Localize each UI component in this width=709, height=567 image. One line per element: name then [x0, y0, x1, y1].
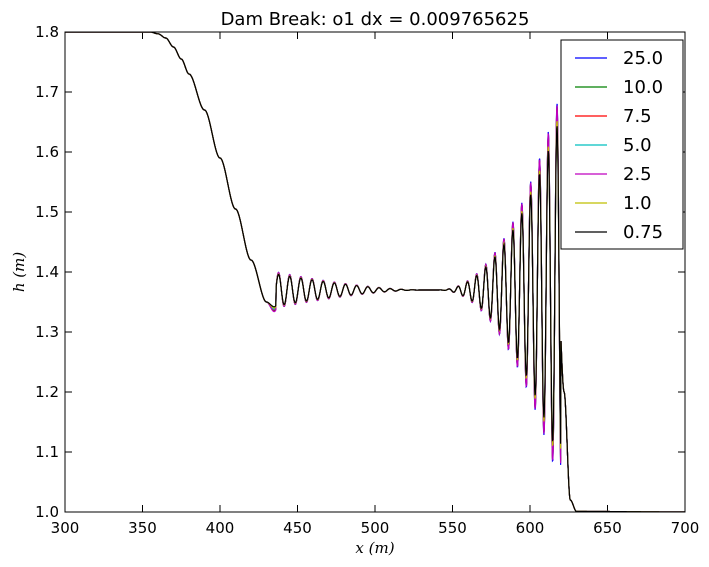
y-tick-label: 1.8 — [35, 23, 59, 41]
series-line — [65, 32, 685, 512]
legend-label: 7.5 — [623, 106, 652, 127]
plot-frame — [64, 31, 686, 513]
y-tick-label: 1.6 — [35, 143, 59, 161]
x-tick-label: 700 — [671, 519, 700, 537]
y-tick-label: 1.5 — [35, 203, 59, 221]
legend-label: 25.0 — [623, 48, 663, 69]
x-tick-label: 500 — [361, 519, 390, 537]
legend-label: 5.0 — [623, 135, 652, 156]
y-tick-label: 1.1 — [35, 443, 59, 461]
x-axis-label: x (m) — [355, 539, 394, 557]
y-tick-label: 1.2 — [35, 383, 59, 401]
y-tick-label: 1.0 — [35, 503, 59, 521]
y-tick-label: 1.3 — [35, 323, 59, 341]
legend-label: 0.75 — [623, 222, 663, 243]
legend: 25.0 10.0 7.5 5.0 2.5 1.0 0.75 — [560, 39, 684, 250]
series-lines — [65, 32, 685, 512]
x-tick-label: 350 — [128, 519, 157, 537]
x-tick-label: 650 — [593, 519, 622, 537]
y-tick-label: 1.7 — [35, 83, 59, 101]
x-tick-label: 450 — [283, 519, 312, 537]
chart-title: Dam Break: o1 dx = 0.009765625 — [221, 9, 530, 30]
legend-label: 10.0 — [623, 77, 663, 98]
legend-label: 1.0 — [623, 193, 652, 214]
legend-label: 2.5 — [623, 164, 652, 185]
x-axis-ticks: 300 350 400 450 500 550 600 650 700 — [51, 32, 700, 537]
x-tick-label: 550 — [438, 519, 467, 537]
x-tick-label: 300 — [51, 519, 80, 537]
y-axis-ticks: 1.0 1.1 1.2 1.3 1.4 1.5 1.6 1.7 1.8 — [35, 23, 685, 521]
x-tick-label: 400 — [206, 519, 235, 537]
y-axis-label: h (m) — [10, 252, 28, 293]
x-tick-label: 600 — [516, 519, 545, 537]
y-tick-label: 1.4 — [35, 263, 59, 281]
